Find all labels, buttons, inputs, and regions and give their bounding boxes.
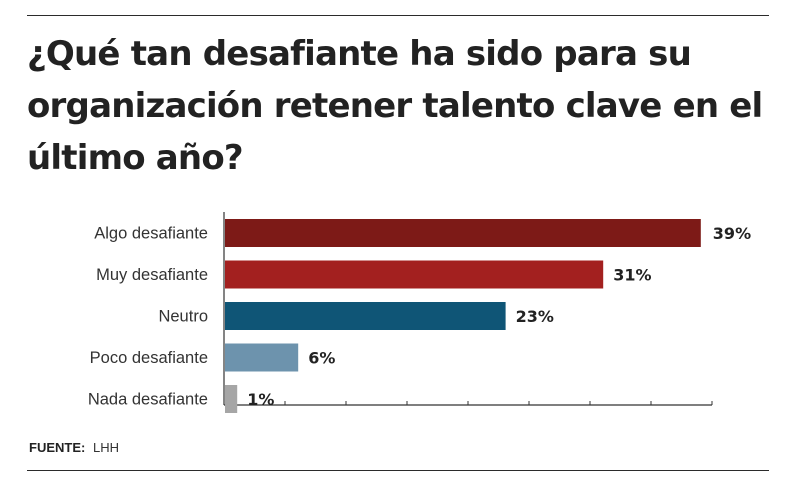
- category-label: Algo desafiante: [94, 225, 208, 243]
- data-label: 1%: [247, 390, 274, 409]
- source-note: FUENTE: LHH: [29, 440, 119, 455]
- source-label: FUENTE:: [29, 440, 86, 455]
- bottom-divider: [27, 470, 769, 471]
- data-label: 6%: [308, 349, 335, 368]
- category-label: Neutro: [158, 308, 208, 326]
- data-label: 39%: [713, 224, 751, 243]
- chart-title: ¿Qué tan desafiante ha sido para su orga…: [27, 34, 763, 178]
- bar: [225, 385, 238, 413]
- bar: [225, 343, 299, 372]
- data-label: 23%: [516, 307, 554, 326]
- top-divider: [27, 15, 769, 16]
- bar: [225, 260, 604, 289]
- category-label: Nada desafiante: [88, 391, 208, 409]
- data-label: 31%: [613, 266, 651, 285]
- category-label: Poco desafiante: [90, 349, 208, 367]
- bar: [225, 219, 701, 247]
- bar: [225, 302, 506, 330]
- category-label: Muy desafiante: [96, 266, 208, 284]
- source-value: LHH: [92, 440, 119, 455]
